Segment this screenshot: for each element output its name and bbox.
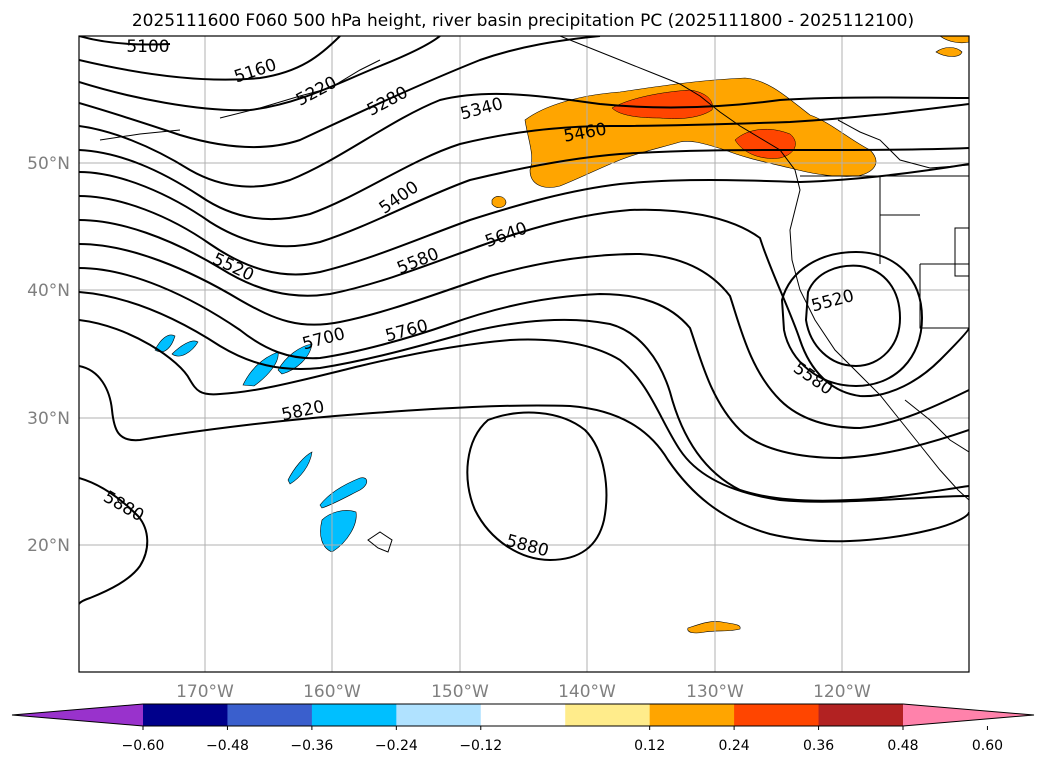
colorbar-segment <box>565 704 651 726</box>
lat-label-30n: 30°N <box>27 409 70 429</box>
lat-label-20n: 20°N <box>27 536 70 556</box>
longitude-labels: 170°W 160°W 150°W 140°W 130°W 120°W <box>176 682 871 702</box>
precip-orange-corner <box>935 47 963 57</box>
contour-label: 5700 <box>300 324 347 355</box>
colorbar-tick-label: −0.12 <box>459 738 502 754</box>
lon-label-170w: 170°W <box>176 682 234 702</box>
lon-label-130w: 130°W <box>686 682 744 702</box>
colorbar-ticks: −0.60 −0.48 −0.36 −0.24 −0.12 0.12 0.24 0.36 0.4… <box>122 726 1003 754</box>
contour-label: 5880 <box>100 487 147 526</box>
colorbar-segment <box>734 704 820 726</box>
colorbar-segment <box>480 704 566 726</box>
map-title: 2025111600 F060 500 hPa height, river ba… <box>132 11 914 31</box>
contour-label: 5640 <box>483 219 530 253</box>
colorbar-extend-high <box>903 704 1034 726</box>
colorbar-tick-label: 0.36 <box>803 738 834 754</box>
contour-label: 5820 <box>280 397 326 426</box>
colorbar-segment <box>143 704 228 726</box>
colorbar-tick-label: 0.12 <box>634 738 665 754</box>
lat-label-50n: 50°N <box>27 154 70 174</box>
colorbar-tick-label: −0.48 <box>206 738 249 754</box>
colorbar-segment <box>818 704 904 726</box>
precip-orange-south <box>687 621 741 634</box>
lon-label-120w: 120°W <box>813 682 871 702</box>
colorbar-segment <box>396 704 482 726</box>
lat-label-40n: 40°N <box>27 281 70 301</box>
colorbar-extend-low <box>12 704 143 726</box>
colorbar <box>11 703 1035 727</box>
colorbar-tick-label: −0.24 <box>375 738 418 754</box>
contour-label: 5580 <box>789 358 836 399</box>
latitude-labels: 50°N 40°N 30°N 20°N <box>27 154 70 556</box>
map-frame <box>78 35 970 673</box>
contour-label: 5520 <box>209 249 257 285</box>
colorbar-segment <box>227 704 313 726</box>
precip-orange-small <box>491 196 507 208</box>
colorbar-tick-label: 0.48 <box>887 738 918 754</box>
contour-label: 5580 <box>394 244 442 279</box>
contour-label: 5100 <box>126 37 169 57</box>
colorbar-tick-label: −0.60 <box>122 738 165 754</box>
lon-label-150w: 150°W <box>431 682 489 702</box>
lon-label-140w: 140°W <box>558 682 616 702</box>
colorbar-segment <box>311 704 397 726</box>
map-area: 5100 5160 5220 5280 5340 5460 5400 5640 … <box>79 36 969 672</box>
precip-orange-corner-2 <box>939 36 969 44</box>
contour-label: 5160 <box>232 55 279 87</box>
colorbar-segment <box>649 704 735 726</box>
colorbar-tick-label: 0.24 <box>719 738 750 754</box>
map-grid <box>79 36 969 672</box>
lon-label-160w: 160°W <box>303 682 361 702</box>
height-contours <box>79 36 969 605</box>
contour-label: 5280 <box>364 83 412 121</box>
contour-label: 5400 <box>376 177 423 218</box>
precip-red-region-1 <box>611 89 713 119</box>
contour-label: 5760 <box>383 316 430 347</box>
contour-label: 5220 <box>293 73 341 111</box>
precip-blue-regions <box>154 334 368 553</box>
contour-label: 5340 <box>458 94 505 125</box>
colorbar-tick-label: −0.36 <box>290 738 333 754</box>
colorbar-tick-label: 0.60 <box>972 738 1003 754</box>
